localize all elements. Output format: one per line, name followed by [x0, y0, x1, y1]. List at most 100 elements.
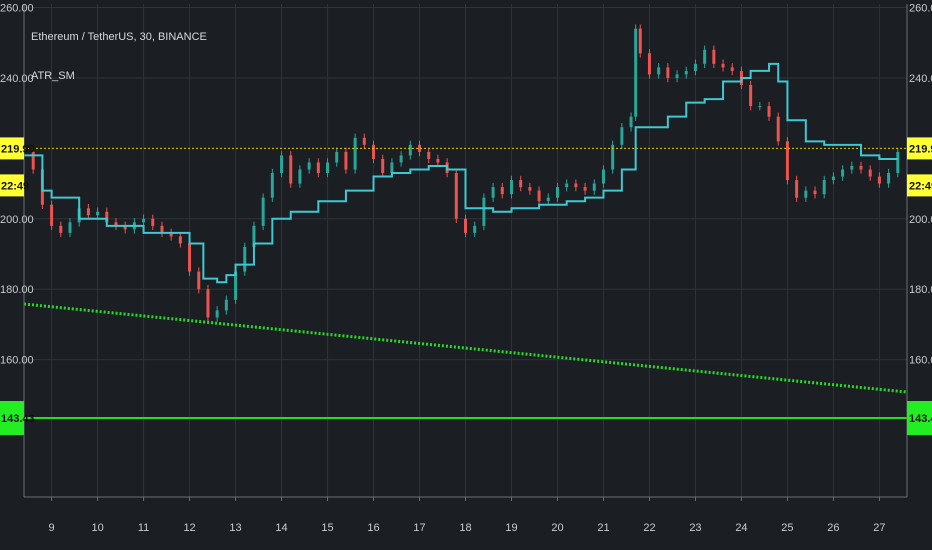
- candle-body-47: [454, 173, 458, 219]
- candle-body-9: [105, 211, 109, 223]
- candle-body-94: [877, 176, 881, 184]
- x-tick-label-5: 14: [275, 522, 287, 534]
- candle-body-66: [629, 116, 633, 128]
- candle-body-86: [804, 190, 808, 198]
- candle-body-80: [749, 84, 753, 107]
- candle-body-78: [730, 67, 734, 71]
- candle-body-22: [224, 299, 228, 311]
- y-tick-label-right-1: 180.00: [909, 284, 932, 296]
- x-tick-label-7: 16: [367, 522, 379, 534]
- candle-body-54: [519, 180, 523, 188]
- candle-body-31: [307, 162, 311, 170]
- price-tag-left-bg-0: [0, 137, 24, 160]
- price-tag-right-bg-1: [907, 174, 932, 197]
- candle-body-11: [123, 225, 127, 230]
- y-tick-label-right-0: 160.00: [909, 355, 932, 367]
- chart-title: Ethereum / TetherUS, 30, BINANCE: [31, 31, 207, 43]
- candle-body-91: [850, 165, 854, 170]
- candle-body-55: [528, 187, 532, 191]
- y-tick-label-right-4: 260.00: [909, 3, 932, 15]
- y-tick-label-right-3: 240.00: [909, 73, 932, 85]
- x-tick-label-1: 10: [91, 522, 103, 534]
- x-tick-label-6: 15: [321, 522, 333, 534]
- candle-body-48: [464, 218, 467, 233]
- candle-body-93: [868, 169, 872, 177]
- candle-body-23: [234, 271, 238, 300]
- candle-body-25: [252, 225, 256, 247]
- candle-body-19: [197, 271, 201, 290]
- x-tick-label-11: 20: [551, 522, 563, 534]
- candle-body-28: [280, 155, 284, 174]
- candle-body-63: [601, 169, 605, 184]
- candle-body-50: [482, 197, 486, 226]
- y-tick-label-left-0: 160.00: [0, 355, 34, 367]
- candle-body-4: [59, 225, 63, 233]
- candle-body-60: [574, 183, 578, 188]
- candle-body-14: [151, 218, 155, 226]
- candle-body-62: [592, 183, 596, 191]
- price-tag-left-label-2: 143.43: [1, 413, 35, 425]
- candle-body-69: [647, 53, 651, 75]
- candle-body-64: [611, 144, 615, 170]
- candle-body-92: [859, 165, 863, 170]
- candle-body-67: [634, 28, 638, 117]
- candle-body-29: [289, 155, 293, 184]
- price-tag-right-bg-2: [907, 401, 932, 436]
- indicator-lines: [23, 62, 908, 420]
- candle-body-90: [841, 169, 845, 177]
- price-tag-right-label-1: 22:49: [909, 180, 932, 192]
- y-tick-label-left-4: 260.00: [0, 3, 34, 15]
- candle-body-96: [896, 151, 900, 174]
- candle-body-32: [316, 162, 320, 174]
- candle-body-21: [215, 310, 219, 318]
- candle-body-24: [243, 246, 247, 272]
- candle-body-74: [693, 63, 697, 71]
- candle-body-34: [335, 151, 339, 163]
- candle-body-65: [620, 127, 624, 145]
- grid-lines: [24, 4, 907, 497]
- candle-body-41: [399, 155, 403, 163]
- x-tick-label-0: 9: [49, 522, 55, 534]
- candle-body-40: [390, 162, 394, 174]
- candle-body-13: [142, 218, 146, 223]
- candle-body-18: [188, 243, 192, 272]
- candle-body-71: [666, 67, 670, 78]
- candle-body-75: [703, 49, 707, 64]
- candle-body-16: [169, 232, 173, 237]
- candle-body-30: [298, 169, 302, 184]
- x-tick-label-2: 11: [138, 522, 149, 534]
- x-tick-label-10: 19: [505, 522, 517, 534]
- axes: 160.00 160.00 180.00 180.00 200.00 200.00 240.…: [0, 3, 932, 534]
- candle-body-84: [785, 141, 789, 181]
- x-tick-label-13: 22: [643, 522, 655, 534]
- candle-body-82: [767, 106, 771, 117]
- candle-body-7: [86, 208, 90, 216]
- candle-body-42: [408, 144, 412, 156]
- candle-body-72: [675, 74, 679, 78]
- candle-body-27: [270, 173, 274, 198]
- price-tag-left-label-0: 219.99: [1, 143, 35, 155]
- candle-body-83: [776, 116, 780, 142]
- candle-body-5: [68, 222, 72, 233]
- candle-body-95: [887, 173, 891, 184]
- x-tick-label-16: 25: [781, 522, 793, 534]
- candle-body-20: [206, 289, 210, 318]
- candle-body-1: [31, 151, 35, 170]
- candle-body-59: [565, 183, 569, 188]
- candle-body-8: [96, 211, 100, 216]
- candle-body-43: [418, 144, 422, 152]
- y-tick-label-left-1: 180.00: [0, 284, 34, 296]
- candle-body-49: [473, 225, 477, 233]
- x-tick-label-12: 21: [597, 522, 609, 534]
- candle-body-37: [362, 137, 366, 145]
- price-tag-left-bg-1: [0, 174, 24, 197]
- candle-body-73: [684, 70, 688, 75]
- candle-body-45: [436, 158, 440, 163]
- candle-body-17: [178, 236, 182, 244]
- price-tag-right-bg-0: [907, 137, 932, 160]
- candle-body-35: [344, 151, 348, 170]
- price-tags: 219.99 219.99 22:49 22:49 143.43 143.43: [0, 137, 932, 436]
- candle-body-33: [326, 162, 330, 174]
